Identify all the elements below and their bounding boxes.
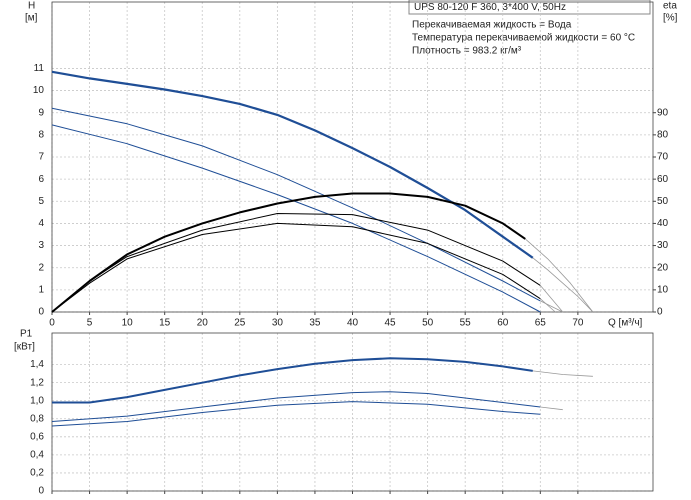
y-tick-label: 0 <box>38 486 44 497</box>
x-tick-label: 65 <box>535 318 547 329</box>
x-tick-label: 55 <box>460 318 472 329</box>
curve <box>540 298 556 313</box>
y-tick-label: 5 <box>38 196 44 207</box>
annotation: Плотность = 983.2 кг/м³ <box>412 46 522 57</box>
y-label: [м] <box>25 13 38 24</box>
curve <box>532 257 594 313</box>
curve <box>525 238 594 313</box>
y-label: H <box>28 1 35 12</box>
y-tick-label: 8 <box>38 129 44 140</box>
x-tick-label: 70 <box>572 318 584 329</box>
y-tick-label: 0 <box>38 307 44 318</box>
x-tick-label: 60 <box>497 318 509 329</box>
y-tick-label: 0,8 <box>30 413 44 424</box>
y-tick-label: 0,6 <box>30 431 44 442</box>
curve <box>51 401 541 427</box>
y-tick-label: 1,0 <box>30 395 44 406</box>
y-label: P1 <box>20 329 33 340</box>
y-tick-label: 10 <box>33 85 45 96</box>
x-tick-label: 40 <box>347 318 359 329</box>
curve <box>51 192 526 313</box>
y2-tick-label: 60 <box>657 174 669 185</box>
annotation: Температура перекачиваемой жидкости = 60… <box>412 33 635 44</box>
x-tick-label: 50 <box>422 318 434 329</box>
curve <box>51 124 541 313</box>
curve <box>51 107 541 302</box>
x-tick-label: 15 <box>159 318 171 329</box>
y-tick-label: 0,4 <box>30 450 44 461</box>
y-tick-label: 4 <box>38 218 44 229</box>
y2-tick-label: 50 <box>657 196 669 207</box>
y-label: [кВт] <box>14 342 35 353</box>
x-tick-label: 45 <box>385 318 397 329</box>
curve <box>532 370 593 377</box>
y-tick-label: 1,4 <box>30 359 44 370</box>
curve <box>52 357 533 404</box>
x-tick-label: 5 <box>87 318 93 329</box>
y-tick-label: 0,2 <box>30 468 44 479</box>
title-box <box>408 0 651 15</box>
y2-tick-label: 20 <box>657 262 669 273</box>
y2-tick-label: 90 <box>657 107 669 118</box>
curve <box>539 285 564 313</box>
y-tick-label: 9 <box>38 107 44 118</box>
y-tick-label: 1,2 <box>30 377 44 388</box>
x-tick-label: 35 <box>309 318 321 329</box>
x-tick-label: 25 <box>234 318 246 329</box>
y-tick-label: 3 <box>38 240 44 251</box>
x-tick-label: 20 <box>197 318 209 329</box>
curve <box>51 213 541 313</box>
y2-tick-label: 0 <box>657 307 663 318</box>
chart-title: UPS 80-120 F 360, 3*400 V, 50Hz <box>414 2 566 13</box>
y2-tick-label: 70 <box>657 152 669 163</box>
y2-tick-label: 30 <box>657 240 669 251</box>
y-tick-label: 2 <box>38 262 44 273</box>
y-tick-label: 6 <box>38 174 44 185</box>
curve <box>540 406 563 411</box>
y-tick-label: 11 <box>34 63 45 74</box>
x-tick-label: 10 <box>122 318 134 329</box>
y2-label: [%] <box>663 13 678 24</box>
x-tick-label: 0 <box>49 318 55 329</box>
x-label: Q [м³/ч] <box>608 318 643 329</box>
curve <box>540 300 563 313</box>
y2-label: eta <box>663 1 677 12</box>
x-tick-label: 30 <box>272 318 284 329</box>
plot-frame <box>51 1 654 313</box>
y2-tick-label: 10 <box>657 284 669 295</box>
y2-tick-label: 40 <box>657 218 669 229</box>
y-tick-label: 7 <box>38 152 44 163</box>
curve <box>51 70 534 259</box>
y2-tick-label: 80 <box>657 129 669 140</box>
curve <box>51 222 541 313</box>
y-tick-label: 1 <box>38 284 44 295</box>
plot-frame <box>51 332 654 492</box>
curve <box>51 391 541 422</box>
annotation: Перекачиваемая жидкость = Вода <box>412 20 572 31</box>
